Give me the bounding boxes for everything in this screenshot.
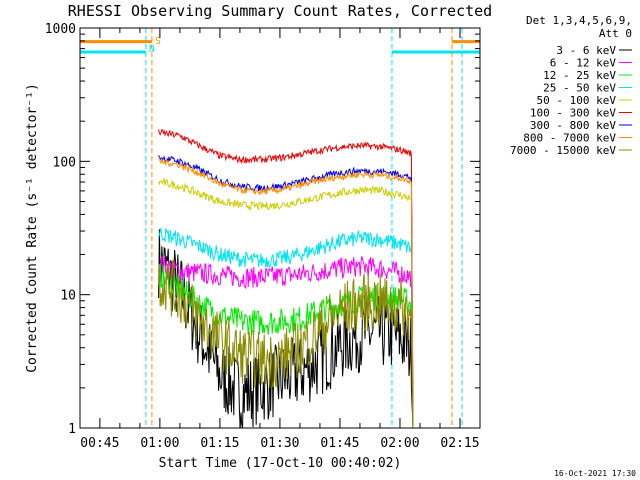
y-tick-label: 100 [53, 155, 76, 170]
series-line-4 [158, 178, 414, 429]
y-tick-label: 10 [60, 289, 76, 304]
legend-label: 100 - 300 keV [530, 107, 616, 120]
legend-header-detectors: Det 1,3,4,5,6,9, [526, 14, 632, 27]
x-tick-label: 01:30 [260, 436, 299, 451]
x-tick-label: 01:45 [320, 436, 359, 451]
series-line-8 [158, 259, 414, 429]
legend-label: 6 - 12 keV [550, 57, 617, 70]
legend-label: 800 - 7000 keV [523, 132, 616, 145]
legend-label: 12 - 25 keV [543, 69, 616, 82]
series-line-7 [158, 157, 414, 429]
y-tick-label: 1000 [45, 22, 76, 37]
marker-label-n: N [149, 44, 155, 55]
plot-data-layer: SN [80, 28, 480, 429]
x-axis-label: Start Time (17-Oct-10 00:40:02) [159, 456, 402, 471]
legend-label: 50 - 100 keV [537, 94, 617, 107]
axis-layer: 1 10 100 1000 00:45 01:00 01:15 01:30 01:45 02:00… [45, 22, 481, 451]
y-axis-label: Corrected Count Rate (s⁻¹ detector⁻¹) [25, 83, 40, 373]
legend-label: 25 - 50 keV [543, 82, 616, 95]
marker-label-s: S [155, 36, 161, 47]
x-tick-label: 01:15 [200, 436, 239, 451]
legend-label: 3 - 6 keV [556, 44, 616, 57]
x-tick-label: 01:00 [140, 436, 179, 451]
series-line-5 [158, 128, 414, 429]
x-tick-label: 00:45 [80, 436, 119, 451]
legend-header-attenuator: Att 0 [599, 27, 632, 40]
timestamp: 16-Oct-2021 17:30 [554, 469, 636, 478]
legend-label: 300 - 800 keV [530, 119, 616, 132]
y-tick-label: 1 [68, 422, 76, 437]
series-line-3 [158, 227, 414, 429]
x-tick-label: 02:00 [380, 436, 419, 451]
x-tick-label: 02:15 [440, 436, 479, 451]
legend-label: 7000 - 15000 keV [510, 144, 616, 157]
series-line-1 [158, 255, 414, 429]
series-line-6 [158, 155, 414, 429]
chart-title: RHESSI Observing Summary Count Rates, Co… [68, 2, 492, 20]
